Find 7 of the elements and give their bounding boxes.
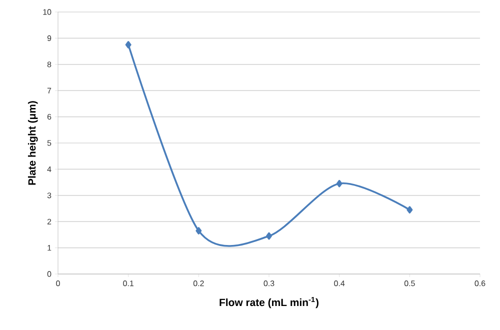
point [406, 206, 413, 214]
point [266, 232, 272, 240]
y-axis-title: Plate height (μm) [28, 101, 38, 185]
point [125, 41, 132, 48]
point [336, 180, 342, 188]
x-axis-title: Flow rate (mL min$^{-1}$) [220, 296, 318, 308]
point [196, 227, 202, 234]
